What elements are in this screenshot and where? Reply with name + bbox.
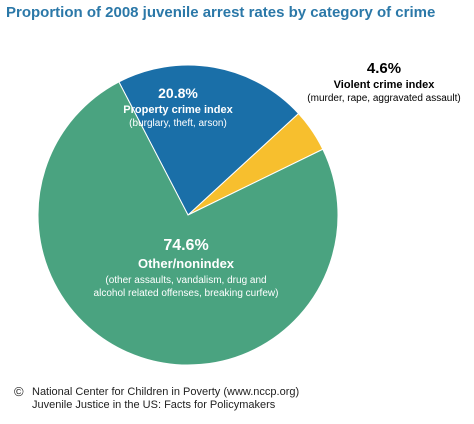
footer-line-2: Juvenile Justice in the US: Facts for Po… — [32, 399, 276, 411]
property-value-label: 20.8% — [158, 85, 198, 101]
chart-title: Proportion of 2008 juvenile arrest rates… — [6, 4, 436, 21]
other-detail-line-2: alcohol related offenses, breaking curfe… — [94, 288, 279, 299]
footer-line-1: National Center for Children in Poverty … — [32, 386, 300, 398]
slice-property-crime — [118, 64, 300, 216]
source-footer: © National Center for Children in Povert… — [14, 384, 300, 412]
other-name-label: Other/nonindex — [138, 256, 235, 271]
other-value-label: 74.6% — [163, 237, 208, 254]
property-detail-label: (burglary, theft, arson) — [129, 118, 227, 129]
slice-other-nonindex — [37, 81, 339, 366]
other-detail-line-1: (other assaults, vandalism, drug and — [105, 275, 266, 286]
property-name-label: Property crime index — [123, 104, 233, 116]
pie-chart: 4.6% Violent crime index (murder, rape, … — [37, 60, 461, 366]
violent-detail-label: (murder, rape, aggravated assault) — [307, 93, 460, 104]
violent-name-label: Violent crime index — [334, 79, 436, 91]
violent-value-label: 4.6% — [367, 60, 401, 77]
copyright-icon: © — [14, 384, 24, 399]
